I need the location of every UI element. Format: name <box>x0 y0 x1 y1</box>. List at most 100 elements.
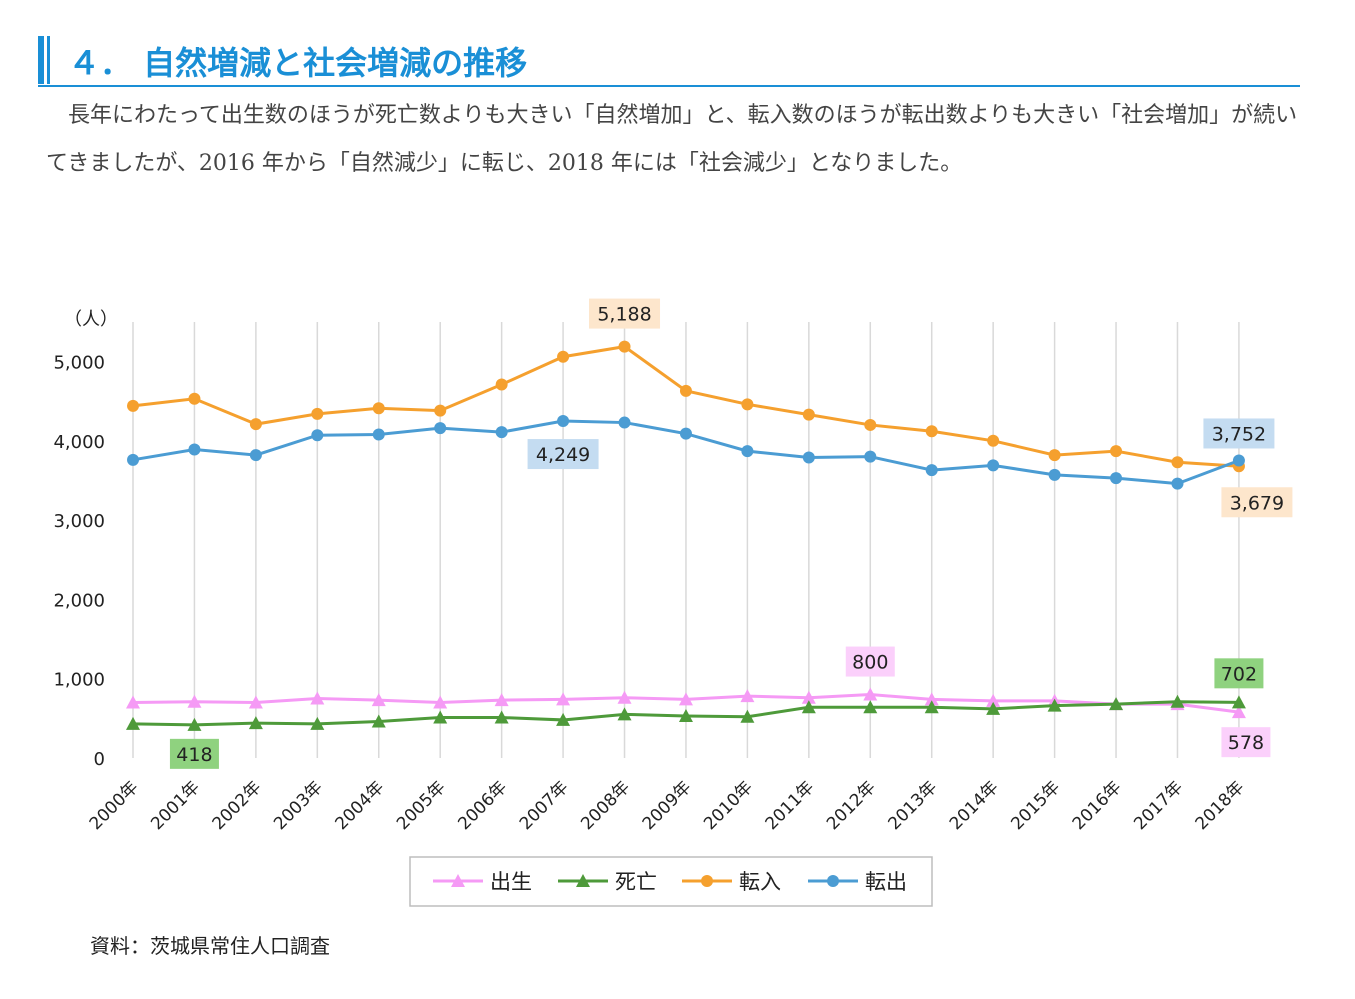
legend-swatch-marker <box>576 874 590 887</box>
data-point <box>248 716 263 730</box>
data-point <box>494 710 509 724</box>
data-point <box>801 700 816 714</box>
data-point <box>741 398 754 411</box>
data-point <box>618 416 631 429</box>
legend-box <box>409 856 933 907</box>
data-point <box>249 449 262 462</box>
data-point <box>1109 697 1124 711</box>
section-heading: ４． 自然増減と社会増減の推移 <box>38 34 1300 87</box>
data-point <box>863 700 878 714</box>
data-point <box>986 701 1001 715</box>
x-tick-label: 2012年 <box>823 777 880 834</box>
x-tick-label: 2018年 <box>1192 777 1249 834</box>
data-point <box>188 443 201 456</box>
y-tick-label: 5,000 <box>53 353 105 374</box>
x-tick-label: 2013年 <box>884 777 941 834</box>
data-label: 5,188 <box>597 304 651 326</box>
data-label-bg <box>845 646 895 677</box>
data-label: 418 <box>176 744 212 766</box>
x-tick-label: 2001年 <box>147 777 204 834</box>
data-point <box>557 350 570 363</box>
y-tick-label: 3,000 <box>53 511 105 532</box>
legend-swatch-marker <box>827 875 839 887</box>
data-point <box>310 716 325 730</box>
data-point <box>924 692 939 706</box>
data-label: 702 <box>1221 663 1257 685</box>
data-label: 4,249 <box>536 444 590 466</box>
data-point <box>1170 697 1185 711</box>
data-point <box>494 693 509 707</box>
data-point <box>1110 472 1123 485</box>
data-point <box>495 378 508 391</box>
y-tick-label: 1,000 <box>53 670 105 691</box>
chart-series <box>126 340 1246 731</box>
heading-underline <box>38 85 1300 87</box>
data-point <box>924 700 939 714</box>
data-point <box>617 707 632 721</box>
x-tick-label: 2003年 <box>270 777 327 834</box>
legend-label: 死亡 <box>615 870 657 894</box>
data-point <box>925 464 938 477</box>
data-point <box>1047 693 1062 707</box>
data-point <box>188 392 201 405</box>
data-point <box>434 422 447 435</box>
x-tick-label: 2010年 <box>700 777 757 834</box>
intro-paragraph: 長年にわたって出生数のほうが死亡数よりも大きい「自然増加」と、転入数のほうが転出… <box>46 92 1306 188</box>
data-point <box>127 453 139 466</box>
legend-label: 転出 <box>865 870 907 894</box>
data-point <box>557 415 570 428</box>
y-tick-label: 2,000 <box>53 590 105 611</box>
chart-data-labels: 5,188 4,249 3,752 3,679 800 702 578 418 <box>169 298 1293 769</box>
data-label-bg <box>1221 727 1271 758</box>
data-point <box>1171 477 1184 490</box>
data-point <box>1110 445 1123 458</box>
data-point <box>802 451 815 464</box>
y-tick-label: 0 <box>94 749 105 770</box>
data-label-bg <box>589 298 661 329</box>
chart-grid <box>132 322 1240 758</box>
data-label-bg <box>1203 418 1275 449</box>
data-point <box>678 692 693 706</box>
data-point <box>1232 454 1245 467</box>
section-title: ４． 自然増減と社会増減の推移 <box>68 44 528 82</box>
data-point <box>863 687 878 701</box>
y-axis: （人） 0 1,000 2,000 3,000 4,000 5,000 <box>53 309 118 770</box>
x-axis: 2000年 2001年 2002年 2003年 2004年 2005年 2006年 2007年… <box>86 777 1249 834</box>
x-tick-label: 2009年 <box>639 777 696 834</box>
data-point <box>618 340 631 353</box>
data-point <box>371 693 386 707</box>
y-tick-label: 4,000 <box>53 432 105 453</box>
data-point <box>679 427 692 440</box>
x-tick-label: 2011年 <box>762 777 819 834</box>
x-tick-label: 2015年 <box>1007 777 1064 834</box>
data-point <box>372 428 385 441</box>
chart-legend: 出生 死亡 転入 転出 <box>409 856 933 907</box>
data-label: 3,679 <box>1230 492 1284 514</box>
data-point <box>925 425 938 438</box>
x-tick-label: 2002年 <box>209 777 266 834</box>
series-line <box>132 700 1239 727</box>
heading-accent-bar-thin <box>47 36 50 84</box>
data-point <box>864 450 877 463</box>
data-point <box>678 708 693 722</box>
data-label: 578 <box>1228 732 1264 754</box>
data-point <box>372 402 385 415</box>
data-point <box>495 426 508 439</box>
data-label: 800 <box>852 652 888 674</box>
data-point <box>987 434 1000 447</box>
data-point <box>311 407 324 420</box>
data-point <box>1048 449 1061 462</box>
legend-swatch-marker <box>451 874 465 887</box>
data-point <box>740 689 755 703</box>
data-point <box>249 418 262 431</box>
data-point <box>126 695 140 709</box>
data-point <box>556 692 571 706</box>
x-tick-label: 2000年 <box>86 777 143 834</box>
data-point <box>187 694 202 708</box>
data-label-bg <box>527 439 599 470</box>
data-point <box>864 418 877 431</box>
series-line <box>132 345 1240 468</box>
data-point <box>987 459 1000 472</box>
heading-accent-bar <box>38 36 44 84</box>
data-point <box>802 408 815 421</box>
